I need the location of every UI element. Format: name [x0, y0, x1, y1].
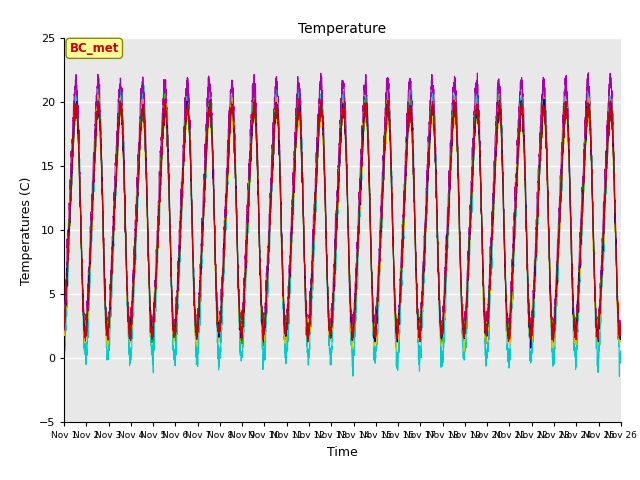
Y-axis label: Temperatures (C): Temperatures (C) — [20, 176, 33, 285]
Title: Temperature: Temperature — [298, 22, 387, 36]
Legend: AirT, li75_t, AM25T_PRT, li75_t, li77_temp, Tsonic, NR01_PRT: AirT, li75_t, AM25T_PRT, li75_t, li77_te… — [70, 478, 571, 480]
Text: BC_met: BC_met — [70, 42, 119, 55]
X-axis label: Time: Time — [327, 446, 358, 459]
